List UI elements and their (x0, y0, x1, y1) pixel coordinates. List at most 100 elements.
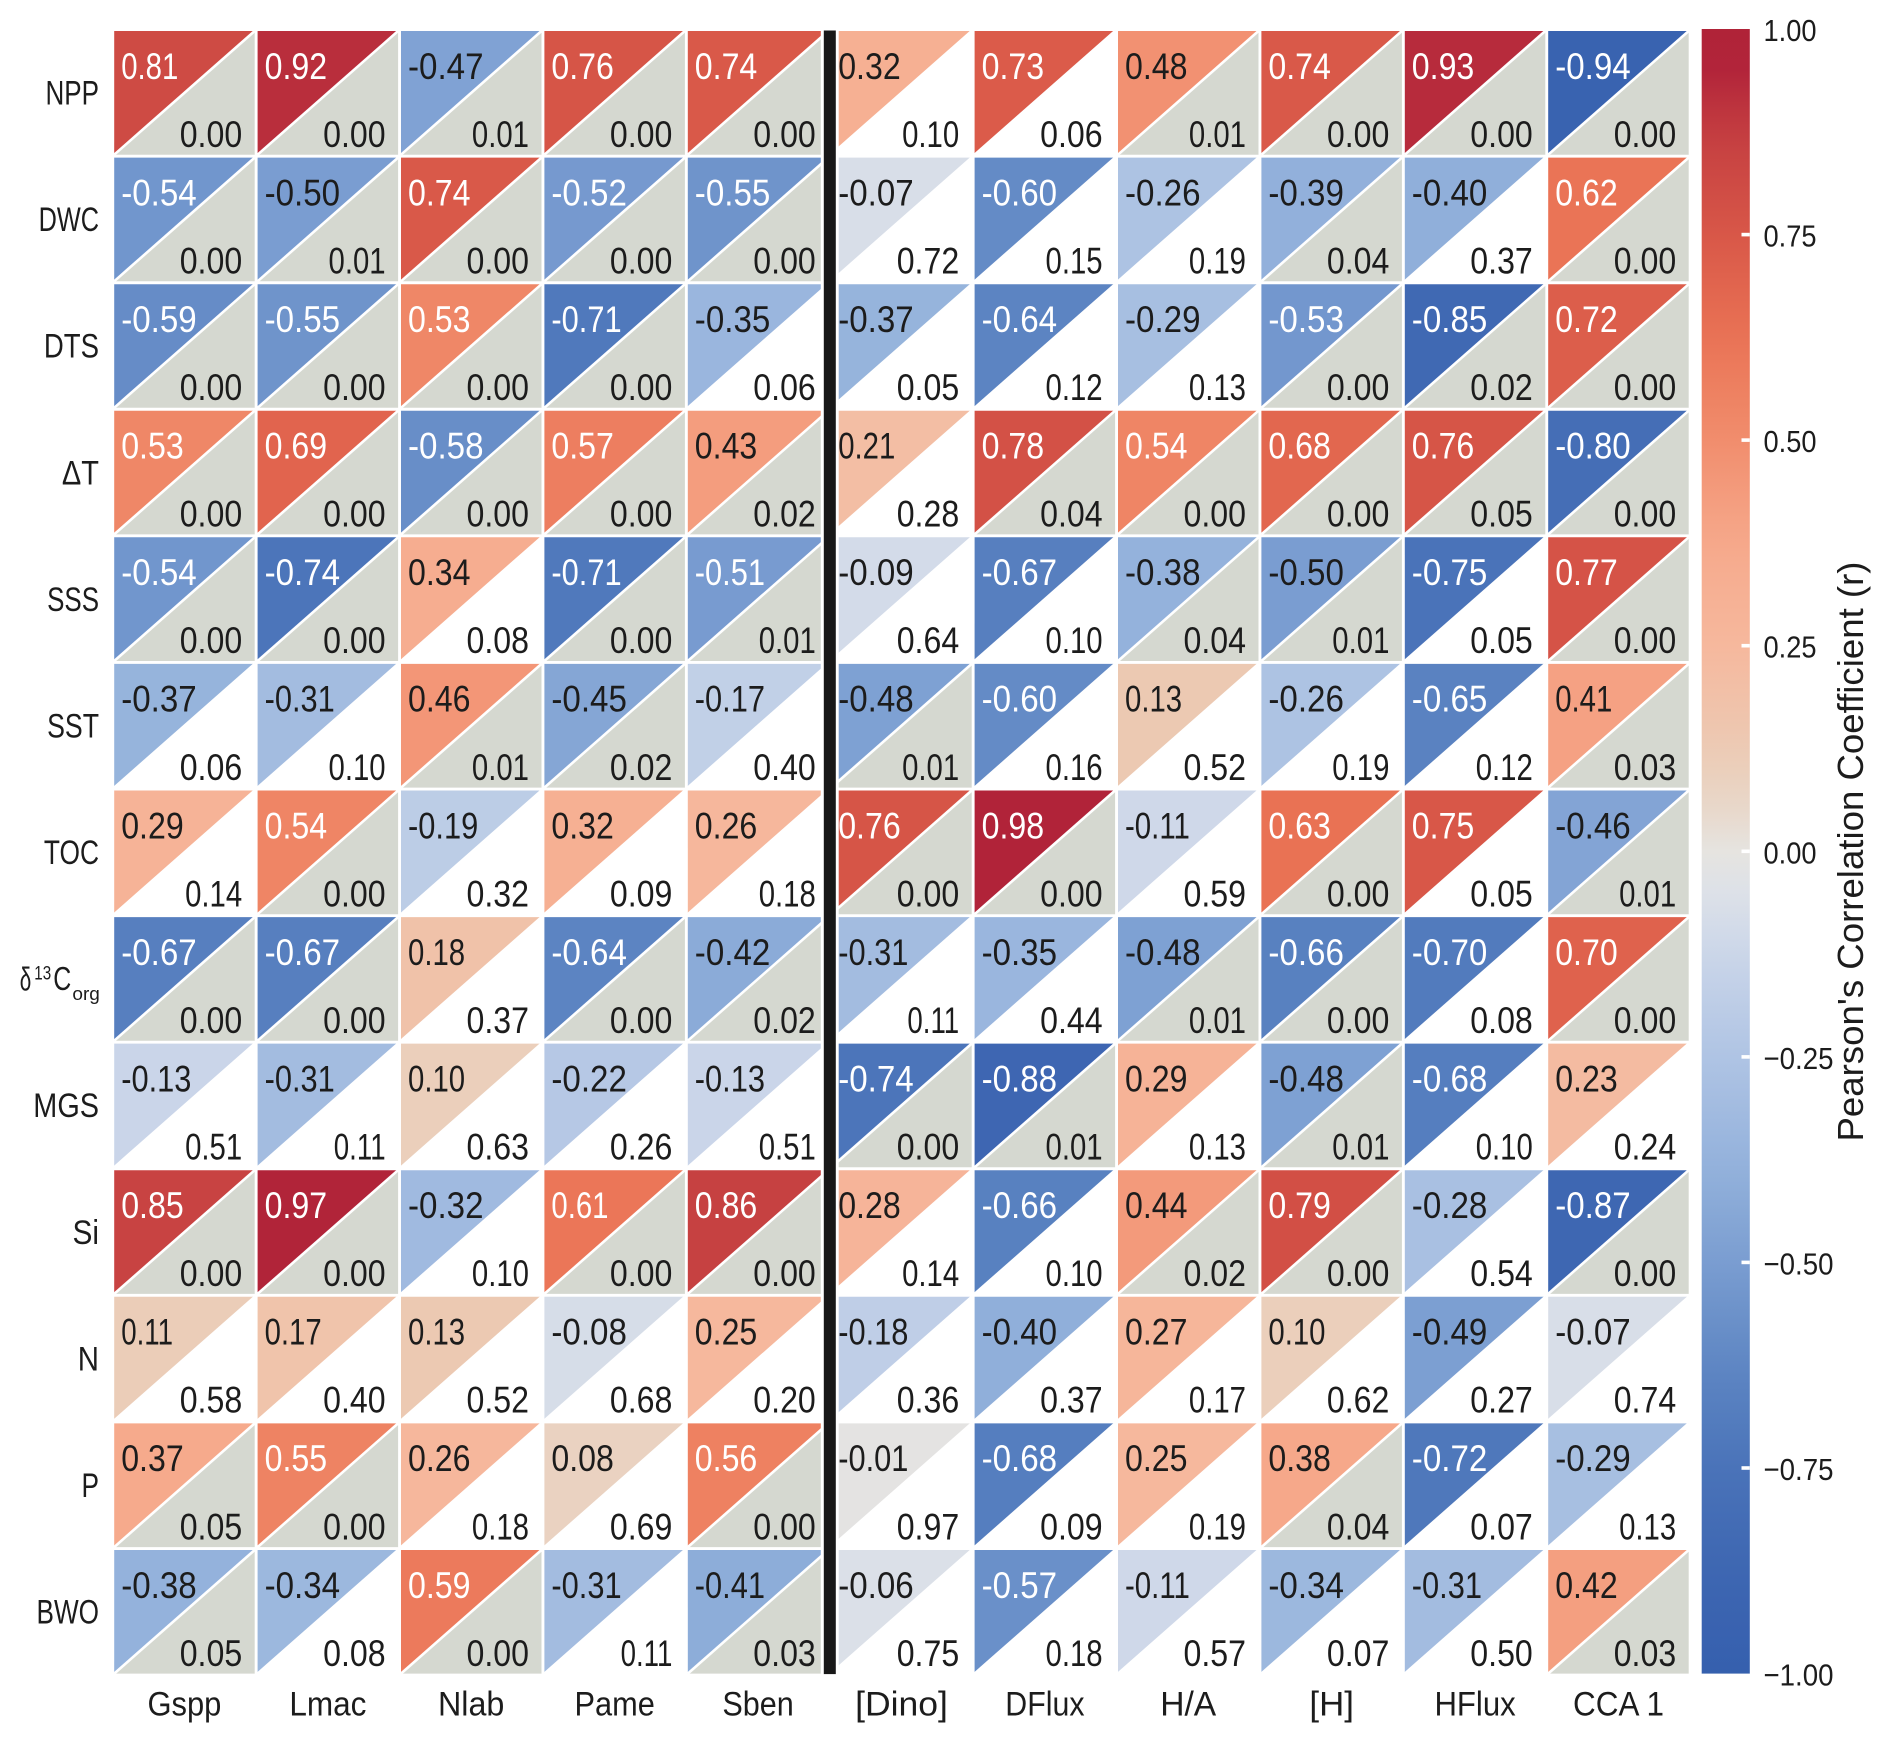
svg-text:0.00: 0.00 (180, 240, 243, 282)
svg-text:0.00: 0.00 (610, 240, 673, 282)
svg-text:0.01: 0.01 (1332, 1126, 1389, 1168)
svg-text:-0.38: -0.38 (121, 1564, 197, 1606)
svg-text:[H]: [H] (1309, 1686, 1354, 1724)
svg-text:-0.31: -0.31 (838, 931, 908, 973)
svg-text:-0.66: -0.66 (982, 1184, 1058, 1226)
svg-text:-0.31: -0.31 (265, 678, 335, 720)
svg-text:-0.55: -0.55 (695, 171, 771, 213)
svg-text:0.00: 0.00 (610, 113, 673, 155)
svg-text:0.00: 0.00 (897, 872, 960, 914)
svg-text:-0.08: -0.08 (551, 1311, 627, 1353)
svg-text:0.62: 0.62 (1555, 171, 1618, 213)
svg-text:0.72: 0.72 (1555, 298, 1618, 340)
svg-text:-0.71: -0.71 (551, 298, 621, 340)
svg-text:0.00: 0.00 (323, 999, 386, 1041)
svg-text:0.68: 0.68 (1268, 425, 1331, 467)
svg-text:0.20: 0.20 (753, 1379, 816, 1421)
svg-text:-0.52: -0.52 (551, 171, 627, 213)
svg-text:0.29: 0.29 (121, 804, 184, 846)
svg-text:-0.57: -0.57 (982, 1564, 1058, 1606)
svg-text:0.01: 0.01 (1189, 113, 1246, 155)
svg-text:-0.35: -0.35 (982, 931, 1058, 973)
svg-text:0.00: 0.00 (610, 366, 673, 408)
svg-text:0.05: 0.05 (897, 366, 960, 408)
svg-text:-0.88: -0.88 (982, 1057, 1058, 1099)
svg-text:0.37: 0.37 (121, 1437, 184, 1479)
svg-text:0.92: 0.92 (265, 45, 328, 87)
svg-text:0.08: 0.08 (467, 619, 530, 661)
svg-text:0.85: 0.85 (121, 1184, 184, 1226)
svg-text:0.19: 0.19 (1189, 1505, 1246, 1547)
svg-text:0.08: 0.08 (551, 1437, 614, 1479)
svg-text:-0.29: -0.29 (1555, 1437, 1631, 1479)
svg-text:0.00: 0.00 (323, 493, 386, 535)
svg-text:-0.41: -0.41 (695, 1564, 765, 1606)
svg-text:-0.54: -0.54 (121, 551, 197, 593)
svg-text:0.18: 0.18 (472, 1505, 529, 1547)
svg-text:0.25: 0.25 (1764, 630, 1817, 665)
svg-text:-0.49: -0.49 (1412, 1311, 1488, 1353)
svg-text:0.00: 0.00 (323, 1505, 386, 1547)
svg-text:0.00: 0.00 (1614, 240, 1677, 282)
svg-text:0.04: 0.04 (1327, 240, 1390, 282)
svg-text:0.11: 0.11 (121, 1311, 173, 1353)
svg-text:0.26: 0.26 (610, 1126, 673, 1168)
svg-text:0.32: 0.32 (838, 45, 901, 87)
svg-text:0.15: 0.15 (1046, 240, 1103, 282)
svg-text:0.58: 0.58 (180, 1379, 243, 1421)
svg-text:-0.38: -0.38 (1125, 551, 1201, 593)
svg-text:BWO: BWO (37, 1594, 100, 1632)
svg-text:0.00: 0.00 (323, 366, 386, 408)
svg-text:0.25: 0.25 (695, 1311, 758, 1353)
svg-text:0.18: 0.18 (1046, 1632, 1103, 1674)
svg-text:0.69: 0.69 (610, 1505, 673, 1547)
svg-text:0.01: 0.01 (1619, 872, 1676, 914)
svg-text:0.61: 0.61 (551, 1184, 608, 1226)
svg-text:NPP: NPP (46, 75, 100, 113)
svg-text:0.12: 0.12 (1046, 366, 1103, 408)
svg-text:0.05: 0.05 (180, 1632, 243, 1674)
svg-text:0.00: 0.00 (610, 999, 673, 1041)
svg-text:0.00: 0.00 (897, 1126, 960, 1168)
svg-text:0.00: 0.00 (1327, 493, 1390, 535)
svg-text:-0.28: -0.28 (1412, 1184, 1488, 1226)
svg-text:0.16: 0.16 (1046, 746, 1103, 788)
svg-text:0.06: 0.06 (1040, 113, 1103, 155)
svg-text:0.37: 0.37 (1470, 240, 1533, 282)
svg-text:0.06: 0.06 (753, 366, 816, 408)
svg-text:0.40: 0.40 (323, 1379, 386, 1421)
svg-text:SST: SST (47, 707, 99, 745)
svg-text:-0.51: -0.51 (695, 551, 765, 593)
svg-text:0.05: 0.05 (1470, 872, 1533, 914)
svg-text:0.44: 0.44 (1125, 1184, 1188, 1226)
svg-text:-0.60: -0.60 (982, 678, 1058, 720)
svg-text:-0.13: -0.13 (121, 1057, 191, 1099)
svg-text:0.01: 0.01 (329, 240, 386, 282)
svg-text:-0.48: -0.48 (1268, 1057, 1344, 1099)
svg-text:0.37: 0.37 (1040, 1379, 1103, 1421)
svg-text:0.57: 0.57 (551, 425, 614, 467)
svg-text:-0.59: -0.59 (121, 298, 197, 340)
svg-text:TOC: TOC (44, 834, 99, 872)
svg-text:-0.67: -0.67 (265, 931, 341, 973)
svg-text:0.01: 0.01 (902, 746, 959, 788)
svg-text:-0.40: -0.40 (982, 1311, 1058, 1353)
svg-text:0.36: 0.36 (897, 1379, 960, 1421)
svg-text:0.05: 0.05 (180, 1505, 243, 1547)
svg-text:0.00: 0.00 (1470, 113, 1533, 155)
svg-text:0.23: 0.23 (1555, 1057, 1618, 1099)
svg-text:-0.01: -0.01 (838, 1437, 908, 1479)
svg-text:0.00: 0.00 (467, 366, 530, 408)
svg-text:0.55: 0.55 (265, 1437, 328, 1479)
svg-text:DFlux: DFlux (1005, 1686, 1084, 1724)
svg-text:0.04: 0.04 (1327, 1505, 1390, 1547)
svg-text:Gspp: Gspp (147, 1686, 221, 1724)
svg-text:-0.18: -0.18 (838, 1311, 908, 1353)
svg-text:-0.39: -0.39 (1268, 171, 1344, 213)
svg-text:SSS: SSS (47, 581, 99, 619)
svg-text:-0.60: -0.60 (982, 171, 1058, 213)
svg-text:0.10: 0.10 (902, 113, 959, 155)
svg-text:0.74: 0.74 (408, 171, 471, 213)
svg-text:[Dino]: [Dino] (855, 1686, 948, 1724)
svg-text:0.00: 0.00 (467, 493, 530, 535)
